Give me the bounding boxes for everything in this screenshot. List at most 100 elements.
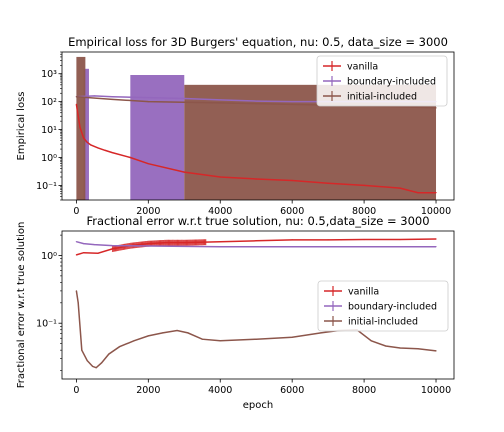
x-tick-label: 6000 — [280, 206, 304, 217]
data-point-vanilla — [86, 141, 88, 143]
data-point-boundary-included — [111, 96, 113, 98]
data-point-boundary-included — [291, 246, 293, 248]
x-tick-label: 8000 — [352, 206, 376, 217]
x-tick-label: 10000 — [421, 206, 451, 217]
data-point-boundary-included — [82, 242, 85, 245]
legend-label: initial-included — [348, 317, 418, 328]
data-point-initial-included — [399, 106, 401, 108]
data-point-initial-included — [370, 340, 372, 342]
data-point-vanilla — [399, 238, 401, 241]
data-point-boundary-included — [75, 241, 77, 243]
series-line-initial-included — [75, 290, 437, 369]
plot-area — [75, 238, 437, 369]
legend: vanilla boundary-included initial-included — [316, 55, 448, 107]
legend-label: boundary-included — [347, 77, 436, 88]
data-point-vanilla — [291, 179, 293, 182]
x-tick-label: 2000 — [136, 206, 160, 217]
data-point-vanilla — [165, 242, 167, 244]
y-tick-label: 10³ — [41, 69, 57, 80]
data-point-initial-included — [100, 362, 103, 364]
data-point-initial-included — [435, 350, 437, 352]
data-point-vanilla — [435, 238, 437, 240]
chart-2: Fractional error w.r.t true solution, nu… — [16, 214, 455, 411]
data-point-vanilla — [327, 182, 329, 184]
data-point-initial-included — [118, 346, 121, 348]
chart-1: Empirical loss for 3D Burgers' equation,… — [16, 35, 455, 217]
y-tick-label: 10⁻¹ — [36, 181, 57, 192]
data-point-initial-included — [77, 302, 79, 304]
data-point-vanilla — [327, 239, 329, 241]
data-point-initial-included — [219, 102, 221, 104]
data-point-initial-included — [291, 336, 293, 338]
data-point-vanilla — [97, 147, 99, 149]
data-point-initial-included — [91, 365, 94, 368]
data-point-initial-included — [86, 360, 88, 362]
data-point-boundary-included — [363, 246, 365, 248]
data-point-initial-included — [291, 103, 293, 105]
chart-title: Empirical loss for 3D Burgers' equation,… — [68, 35, 448, 49]
y-tick-label: 10² — [41, 97, 57, 108]
data-point-vanilla — [417, 192, 419, 194]
data-point-initial-included — [176, 329, 178, 332]
x-tick-label: 2000 — [136, 385, 160, 396]
data-point-boundary-included — [219, 246, 221, 248]
data-point-vanilla — [183, 242, 185, 244]
data-point-initial-included — [147, 101, 149, 103]
data-point-initial-included — [75, 290, 77, 292]
data-point-vanilla — [111, 248, 113, 250]
data-point-boundary-included — [147, 245, 149, 247]
data-point-vanilla — [75, 103, 77, 105]
data-point-vanilla — [129, 156, 131, 159]
x-tick-label: 10000 — [421, 385, 451, 396]
data-point-vanilla — [363, 238, 365, 241]
data-point-vanilla — [255, 178, 257, 180]
x-axis-label: epoch — [243, 400, 273, 411]
data-point-boundary-included — [255, 100, 257, 102]
data-point-initial-included — [183, 101, 185, 103]
data-point-vanilla — [183, 171, 185, 173]
data-point-boundary-included — [93, 243, 95, 246]
chart-title: Fractional error w.r.t true solution, nu… — [86, 214, 429, 228]
data-point-vanilla — [97, 252, 99, 254]
data-point-boundary-included — [93, 95, 95, 97]
data-point-initial-included — [219, 340, 221, 342]
x-tick-label: 0 — [73, 206, 79, 217]
data-point-vanilla — [75, 254, 77, 256]
legend-label: vanilla — [347, 62, 378, 73]
axes-frame — [61, 230, 455, 380]
data-point-vanilla — [363, 184, 365, 187]
data-point-vanilla — [111, 151, 113, 154]
data-point-vanilla — [399, 187, 401, 189]
y-tick-label: 10⁰ — [41, 251, 57, 262]
data-point-boundary-included — [183, 97, 185, 100]
y-axis-label: Fractional error w.r.t true solution — [16, 222, 27, 389]
x-tick-label: 0 — [73, 385, 79, 396]
data-point-boundary-included — [435, 246, 437, 248]
legend: vanilla boundary-included initial-included — [317, 280, 449, 332]
data-point-initial-included — [162, 332, 164, 334]
data-point-initial-included — [255, 103, 257, 105]
legend-label: vanilla — [348, 287, 379, 298]
data-point-initial-included — [201, 338, 203, 340]
error-band-boundary-included — [83, 68, 89, 200]
x-tick-label: 4000 — [208, 206, 232, 217]
data-point-vanilla — [435, 192, 437, 194]
error-band-boundary-included — [130, 75, 185, 200]
x-tick-label: 4000 — [208, 385, 232, 396]
data-point-boundary-included — [111, 244, 113, 247]
data-point-initial-included — [95, 367, 97, 369]
data-point-initial-included — [147, 335, 149, 337]
x-tick-label: 6000 — [280, 385, 304, 396]
data-point-initial-included — [111, 98, 113, 101]
legend-label: boundary-included — [348, 302, 437, 313]
data-point-initial-included — [255, 338, 257, 340]
data-point-vanilla — [82, 252, 85, 254]
data-point-vanilla — [104, 149, 106, 151]
data-point-initial-included — [187, 332, 189, 334]
data-point-vanilla — [219, 241, 221, 243]
data-point-initial-included — [133, 340, 135, 342]
data-point-vanilla — [219, 176, 221, 178]
data-point-initial-included — [435, 107, 437, 109]
data-point-initial-included — [385, 345, 387, 347]
data-point-boundary-included — [291, 101, 293, 103]
